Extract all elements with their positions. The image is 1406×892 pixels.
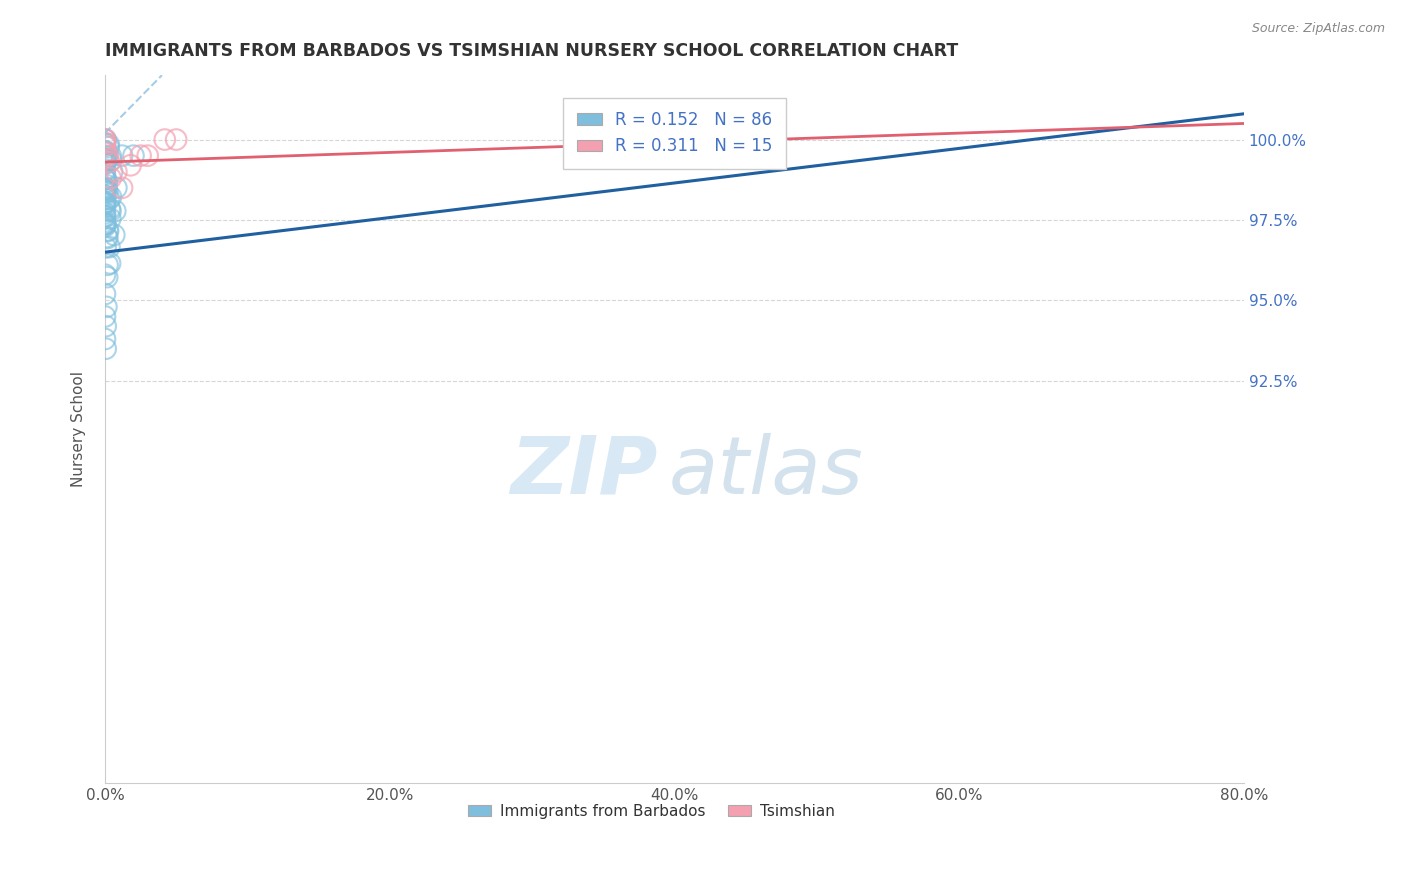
Point: [100, 149, 122, 163]
Point: [111, 181, 134, 195]
Point: [96, 185, 118, 199]
Point: [94, 139, 117, 153]
Point: [97, 224, 120, 238]
Point: [97, 148, 120, 162]
Legend: Immigrants from Barbados, Tsimshian: Immigrants from Barbados, Tsimshian: [461, 797, 841, 825]
Point: [94, 145, 117, 160]
Point: [96, 175, 118, 189]
Point: [94, 145, 117, 160]
Point: [96, 270, 118, 285]
Text: IMMIGRANTS FROM BARBADOS VS TSIMSHIAN NURSERY SCHOOL CORRELATION CHART: IMMIGRANTS FROM BARBADOS VS TSIMSHIAN NU…: [105, 42, 959, 60]
Point: [105, 181, 128, 195]
Point: [94, 136, 117, 151]
Point: [98, 192, 121, 206]
Point: [94, 210, 117, 224]
Point: [94, 181, 117, 195]
Point: [111, 148, 134, 162]
Point: [94, 310, 117, 324]
Point: [97, 140, 120, 154]
Point: [94, 217, 117, 231]
Point: [94, 319, 117, 334]
Point: [94, 168, 117, 182]
Point: [94, 149, 117, 163]
Point: [96, 230, 118, 244]
Point: [100, 171, 122, 186]
Point: [94, 153, 117, 167]
Point: [100, 190, 122, 204]
Point: [94, 172, 117, 186]
Point: [94, 171, 117, 186]
Point: [94, 186, 117, 200]
Point: [94, 153, 117, 167]
Text: Source: ZipAtlas.com: Source: ZipAtlas.com: [1251, 22, 1385, 36]
Point: [94, 197, 117, 211]
Point: [94, 287, 117, 301]
Point: [100, 204, 122, 219]
Point: [94, 132, 117, 146]
Point: [105, 165, 128, 179]
Point: [98, 211, 121, 226]
Point: [94, 240, 117, 254]
Point: [104, 204, 127, 219]
Point: [94, 171, 117, 186]
Point: [94, 332, 117, 346]
Point: [94, 183, 117, 197]
Point: [94, 206, 117, 220]
Point: [96, 258, 118, 272]
Point: [94, 217, 117, 231]
Point: [94, 153, 117, 167]
Point: [94, 194, 117, 209]
Point: [120, 158, 142, 172]
Point: [94, 219, 117, 234]
Point: [94, 192, 117, 206]
Point: [96, 231, 118, 245]
Point: [94, 196, 117, 211]
Point: [96, 178, 118, 193]
Point: [153, 132, 176, 146]
Point: [94, 157, 117, 171]
Point: [122, 148, 145, 162]
Point: [94, 182, 117, 196]
Y-axis label: Nursery School: Nursery School: [72, 371, 86, 487]
Point: [98, 155, 121, 169]
Point: [98, 240, 121, 254]
Point: [94, 156, 117, 170]
Point: [94, 145, 117, 159]
Point: [98, 202, 121, 216]
Point: [101, 165, 124, 179]
Point: [98, 256, 121, 270]
Point: [94, 188, 117, 202]
Point: [94, 209, 117, 223]
Point: [96, 152, 118, 166]
Point: [103, 227, 125, 242]
Point: [94, 180, 117, 194]
Point: [96, 153, 118, 168]
Text: atlas: atlas: [669, 433, 863, 510]
Point: [94, 214, 117, 228]
Point: [100, 153, 122, 168]
Point: [94, 195, 117, 210]
Point: [94, 136, 117, 150]
Point: [96, 183, 118, 197]
Point: [94, 133, 117, 147]
Point: [94, 216, 117, 230]
Point: [136, 148, 159, 162]
Point: [165, 132, 187, 146]
Point: [94, 162, 117, 177]
Point: [96, 300, 118, 314]
Point: [97, 137, 120, 152]
Point: [94, 342, 117, 356]
Point: [129, 148, 152, 162]
Point: [94, 145, 117, 159]
Text: ZIP: ZIP: [510, 433, 657, 510]
Point: [94, 200, 117, 214]
Point: [94, 218, 117, 232]
Point: [94, 132, 117, 146]
Point: [94, 268, 117, 282]
Point: [96, 223, 118, 237]
